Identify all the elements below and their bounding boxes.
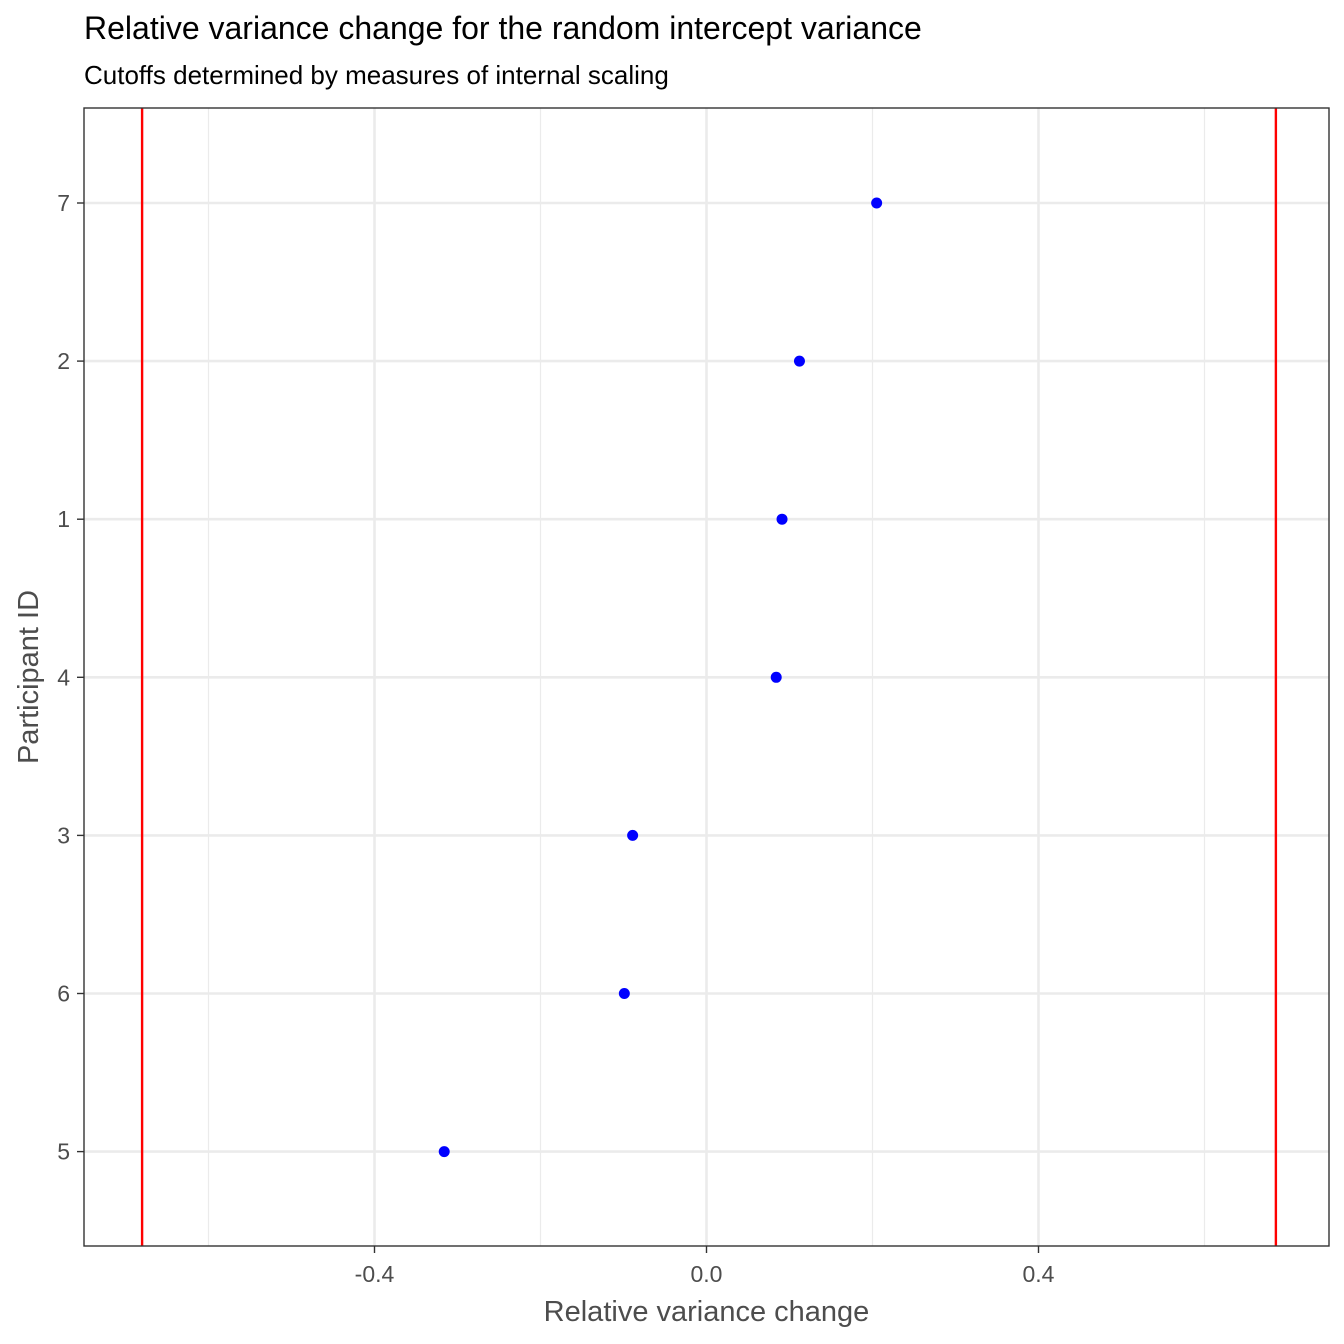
data-point-2 (793, 355, 805, 367)
point-layer (438, 197, 883, 1158)
y-tick-label: 2 (57, 348, 70, 374)
y-tick-label: 4 (57, 664, 70, 690)
chart-subtitle: Cutoffs determined by measures of intern… (84, 60, 669, 90)
y-tick-label: 1 (57, 506, 70, 532)
x-tick-label: 0.4 (1023, 1261, 1055, 1287)
y-tick-label: 6 (57, 981, 70, 1007)
data-point-5 (438, 1146, 450, 1158)
data-point-4 (770, 671, 782, 683)
chart-title: Relative variance change for the random … (84, 10, 922, 46)
y-tick-label: 7 (57, 190, 70, 216)
y-tick-label: 5 (57, 1139, 70, 1165)
data-point-1 (776, 513, 788, 525)
grid-layer (84, 108, 1329, 1246)
y-tick-label: 3 (57, 822, 70, 848)
axis-layer: -0.4 0.0 0.4 7 2 1 4 3 6 5 (57, 190, 1054, 1287)
y-axis-title: Participant ID (13, 590, 45, 764)
cutoff-layer (140, 108, 1278, 1246)
data-point-6 (618, 988, 630, 999)
x-tick-label: 0.0 (691, 1261, 723, 1287)
data-point-3 (627, 829, 639, 841)
x-tick-label: -0.4 (355, 1261, 395, 1287)
data-point-7 (871, 197, 883, 209)
x-axis-title: Relative variance change (544, 1296, 870, 1328)
